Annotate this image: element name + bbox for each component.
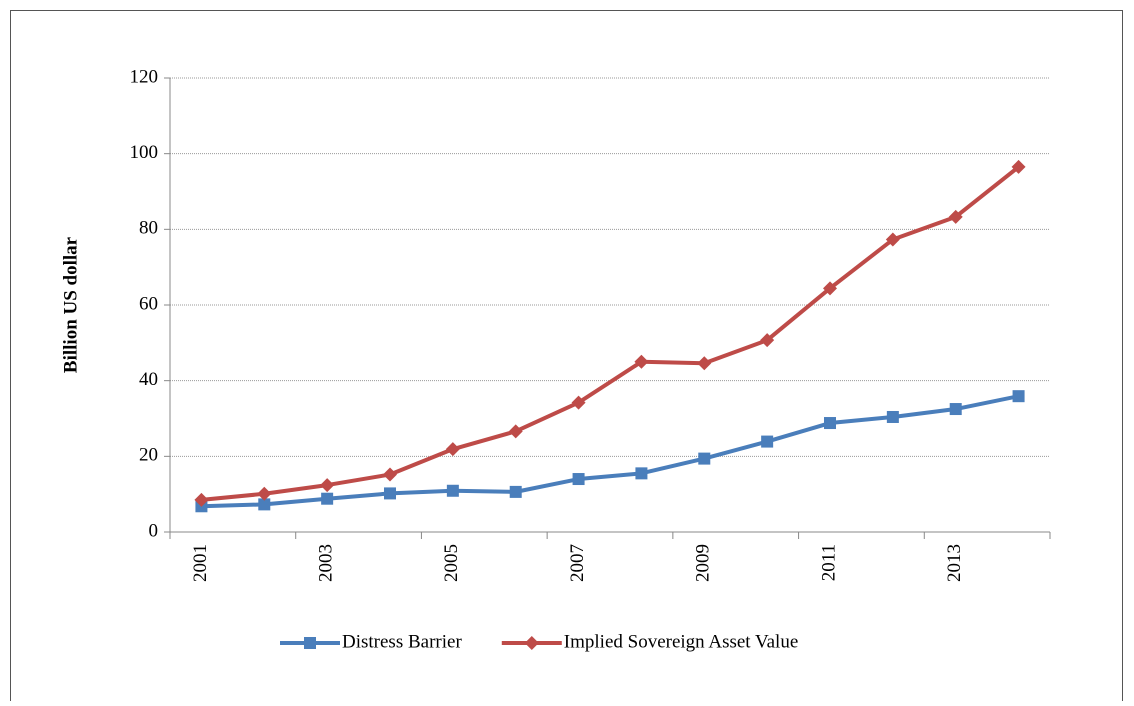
data-point: [320, 478, 335, 493]
data-point: [258, 498, 271, 511]
x-tick-label: 2007: [567, 544, 588, 582]
data-point: [257, 486, 272, 501]
data-point: [761, 435, 774, 448]
data-point: [1012, 390, 1025, 403]
series-line: [201, 394, 1019, 509]
data-point: [760, 333, 775, 348]
legend-label: Implied Sovereign Asset Value: [564, 631, 798, 652]
data-point: [1011, 159, 1026, 174]
data-point: [445, 442, 460, 457]
data-point: [634, 354, 649, 369]
data-point: [384, 487, 396, 500]
data-point: [948, 209, 963, 224]
data-point: [824, 417, 836, 430]
data-point: [885, 232, 900, 247]
data-point: [509, 485, 522, 498]
data-point: [886, 410, 899, 423]
data-point: [571, 395, 586, 410]
data-point: [572, 473, 585, 486]
data-point: [697, 356, 712, 371]
x-tick-label: 2009: [693, 544, 714, 582]
series-line: [201, 165, 1020, 502]
y-tick-label: 100: [130, 142, 159, 163]
y-tick-label: 0: [149, 520, 159, 541]
legend-label: Distress Barrier: [342, 631, 462, 652]
data-point: [194, 492, 209, 507]
legend-marker: [304, 637, 316, 649]
chart-border: [10, 10, 1123, 706]
y-axis-label: Billion US dollar: [60, 236, 81, 373]
data-point: [446, 484, 459, 497]
x-tick-label: 2003: [316, 544, 337, 582]
data-point: [321, 492, 334, 505]
x-tick-label: 2005: [441, 544, 462, 582]
y-tick-label: 20: [139, 445, 158, 466]
x-tick-label: 2013: [944, 544, 965, 582]
data-point: [508, 424, 523, 439]
data-point: [949, 403, 962, 416]
y-tick-label: 80: [139, 218, 158, 239]
x-tick-label: 2001: [190, 544, 211, 582]
data-point: [698, 452, 711, 465]
data-point: [383, 467, 397, 482]
data-point: [635, 467, 648, 480]
x-tick-label: 2011: [818, 544, 839, 581]
y-tick-label: 60: [139, 293, 158, 314]
y-tick-label: 40: [139, 369, 158, 390]
legend-marker: [524, 636, 539, 650]
y-tick-label: 120: [130, 66, 159, 87]
data-point: [823, 281, 837, 296]
